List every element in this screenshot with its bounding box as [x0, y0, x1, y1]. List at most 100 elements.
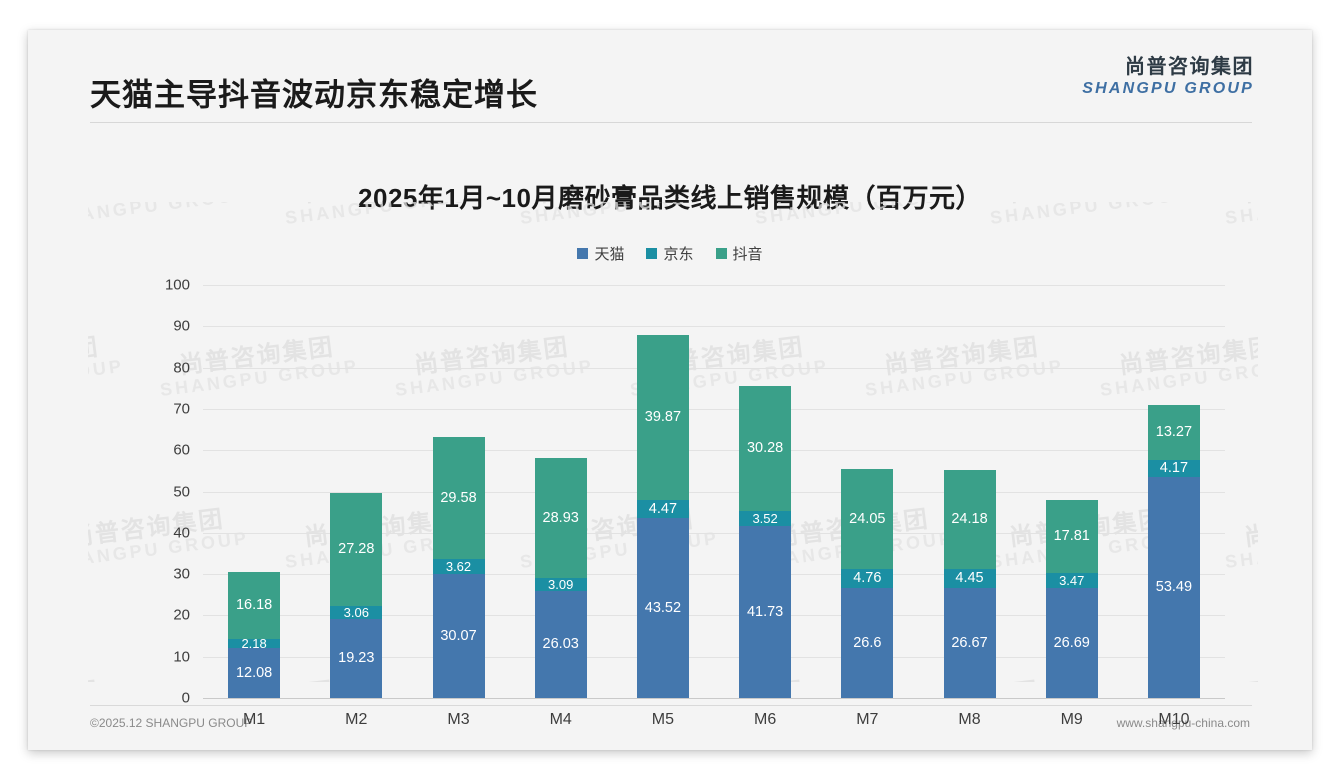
legend-swatch-icon: [646, 248, 658, 259]
bar-segment-京东[interactable]: 3.62: [432, 558, 485, 574]
bar-segment-天猫[interactable]: 53.49: [1147, 477, 1200, 698]
bar-slot: 26.69 3.47 17.81 M9: [1021, 285, 1123, 728]
legend-item-京东[interactable]: 京东: [646, 243, 694, 264]
bar-value-label: 27.28: [338, 541, 375, 558]
bar-segment-京东[interactable]: 3.52: [739, 510, 792, 526]
bar-segment-抖音[interactable]: 29.58: [432, 436, 485, 559]
stacked-bar[interactable]: 53.49 4.17 13.27: [1147, 405, 1200, 698]
bar-value-label: 4.45: [955, 570, 984, 587]
bar-segment-抖音[interactable]: 27.28: [330, 493, 383, 606]
bar-value-label: 13.27: [1155, 424, 1193, 441]
y-axis-tick-label: 40: [173, 524, 190, 542]
bar-value-label: 4.76: [853, 570, 882, 587]
bar-segment-京东[interactable]: 4.47: [636, 499, 689, 519]
bar-value-label: 17.81: [1053, 528, 1090, 545]
bar-value-label: 26.67: [951, 634, 988, 651]
logo-english-text: SHANGPU GROUP: [1082, 79, 1254, 97]
y-axis-tick-label: 50: [173, 483, 190, 500]
bar-value-label: 3.09: [548, 576, 574, 592]
legend-swatch-icon: [715, 248, 727, 259]
legend-item-抖音[interactable]: 抖音: [715, 243, 763, 264]
bar-slot: 26.03 3.09 28.93 M4: [510, 285, 612, 728]
gridline: [203, 491, 1225, 493]
x-axis-tick-label: M4: [549, 711, 572, 728]
gridline: [203, 450, 1225, 452]
bar-segment-天猫[interactable]: 26.03: [534, 590, 587, 698]
stacked-bar[interactable]: 12.08 2.18 16.18: [228, 572, 281, 698]
bar-value-label: 24.05: [849, 510, 886, 527]
stacked-bar[interactable]: 41.73 3.52 30.28: [739, 386, 792, 698]
bar-segment-天猫[interactable]: 30.07: [432, 573, 485, 698]
bar-segment-天猫[interactable]: 19.23: [330, 618, 383, 698]
legend-item-天猫[interactable]: 天猫: [577, 243, 624, 264]
y-axis-tick-label: 10: [173, 648, 190, 666]
bar-slot: 43.52 4.47 39.87 M5: [612, 285, 714, 728]
stacked-bar[interactable]: 26.03 3.09 28.93: [534, 458, 587, 698]
bar-value-label: 26.03: [542, 636, 579, 652]
stacked-bar[interactable]: 30.07 3.62 29.58: [432, 436, 485, 698]
bar-segment-抖音[interactable]: 28.93: [534, 458, 587, 578]
bar-slot: 41.73 3.52 30.28 M6: [714, 285, 816, 728]
x-axis-tick-label: M2: [345, 711, 368, 728]
y-axis-tick-label: 30: [173, 565, 190, 583]
bar-segment-京东[interactable]: 4.17: [1147, 459, 1200, 478]
bar-segment-京东[interactable]: 3.06: [330, 606, 383, 619]
bar-slot: 53.49 4.17 13.27 M10: [1123, 285, 1225, 728]
chart-title: 2025年1月~10月磨砂膏品类线上销售规模（百万元）: [358, 183, 982, 213]
stacked-bar[interactable]: 43.52 4.47 39.87: [636, 335, 689, 698]
bar-segment-天猫[interactable]: 26.69: [1045, 587, 1098, 698]
slide-card: 天猫主导抖音波动京东稳定增长 尚普咨询集团 SHANGPU GROUP 2025…: [28, 30, 1312, 750]
bar-value-label: 19.23: [338, 650, 375, 667]
bar-value-label: 41.73: [746, 603, 784, 620]
bar-value-label: 4.17: [1159, 460, 1189, 477]
x-axis-tick-label: M6: [753, 711, 777, 728]
gridline: [203, 285, 1225, 286]
y-axis-tick-label: 90: [173, 317, 190, 335]
bar-segment-抖音[interactable]: 17.81: [1045, 499, 1098, 574]
bar-segment-京东[interactable]: 3.09: [534, 576, 587, 592]
bar-segment-天猫[interactable]: 43.52: [636, 518, 689, 698]
gridline: [203, 574, 1225, 576]
bar-value-label: 53.49: [1155, 579, 1193, 596]
stacked-bar[interactable]: 26.67 4.45 24.18: [943, 469, 996, 698]
gridline: [203, 532, 1225, 534]
bar-segment-天猫[interactable]: 26.6: [841, 588, 894, 698]
bar-slot: 26.67 4.45 24.18 M8: [918, 285, 1020, 728]
stacked-bar[interactable]: 26.6 4.76 24.05: [841, 469, 894, 698]
x-axis-tick-label: M1: [242, 711, 266, 728]
bar-value-label: 2.18: [241, 636, 267, 652]
bar-segment-抖音[interactable]: 24.18: [943, 469, 996, 570]
bar-value-label: 3.52: [752, 510, 778, 526]
bar-value-label: 4.47: [648, 500, 678, 517]
stacked-bar[interactable]: 19.23 3.06 27.28: [330, 493, 383, 698]
stacked-bar[interactable]: 26.69 3.47 17.81: [1045, 499, 1098, 698]
bar-value-label: 30.28: [746, 440, 784, 457]
bar-segment-天猫[interactable]: 26.67: [943, 587, 996, 698]
chart-legend: 天猫 京东 抖音: [28, 243, 1312, 264]
gridline: [203, 656, 1225, 658]
bar-segment-京东[interactable]: 3.47: [1045, 573, 1098, 588]
bar-value-label: 24.18: [951, 511, 988, 528]
bar-value-label: 26.69: [1053, 634, 1090, 651]
footer-website[interactable]: www.shangpu-china.com: [1116, 716, 1250, 730]
y-axis-tick-label: 60: [173, 441, 190, 459]
bar-segment-京东[interactable]: 4.45: [943, 569, 996, 588]
bar-segment-天猫[interactable]: 41.73: [739, 525, 792, 698]
bar-segment-京东[interactable]: 4.76: [841, 568, 894, 589]
bar-segment-天猫[interactable]: 12.08: [228, 648, 281, 698]
x-axis-tick-label: M9: [1060, 711, 1083, 728]
page-title: 天猫主导抖音波动京东稳定增长: [90, 77, 538, 113]
x-axis-tick-label: M8: [958, 711, 981, 728]
bar-segment-京东[interactable]: 2.18: [228, 636, 281, 652]
bar-segment-抖音[interactable]: 13.27: [1147, 405, 1200, 460]
bar-value-label: 39.87: [644, 409, 682, 426]
legend-label: 天猫: [594, 246, 625, 263]
bar-segment-抖音[interactable]: 16.18: [228, 572, 281, 640]
bar-segment-抖音[interactable]: 30.28: [739, 386, 792, 512]
bar-segment-抖音[interactable]: 39.87: [636, 335, 689, 500]
bar-segment-抖音[interactable]: 24.05: [841, 469, 894, 569]
y-axis-tick-label: 100: [164, 276, 190, 294]
company-logo: 尚普咨询集团 SHANGPU GROUP: [1082, 56, 1254, 98]
